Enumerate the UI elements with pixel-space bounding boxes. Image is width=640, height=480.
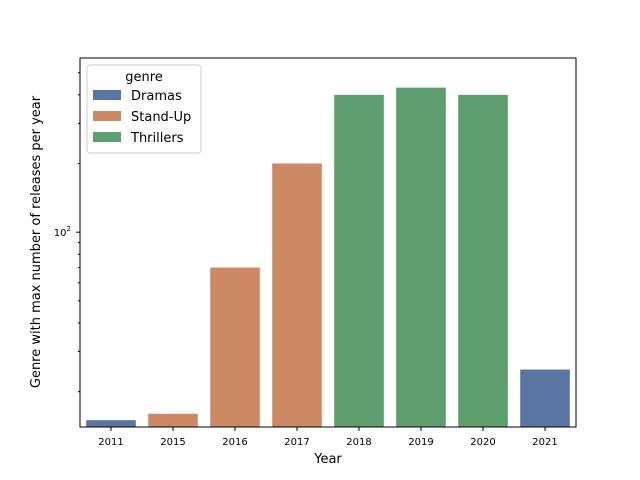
x-tick-label: 2015 [160, 437, 185, 448]
x-tick-label: 2011 [98, 437, 123, 448]
bar-2015 [148, 413, 198, 427]
legend: genre Dramas Stand-Up Thrillers [86, 64, 202, 154]
bar-2011 [86, 420, 136, 427]
bar-2016 [210, 267, 260, 427]
bar-2017 [272, 163, 322, 427]
y-axis-label: Genre with max number of releases per ye… [29, 95, 44, 388]
legend-label-stand-up: Stand-Up [131, 110, 191, 125]
bars-group [86, 87, 570, 428]
y-tick-label: 102 [54, 225, 71, 239]
legend-label-dramas: Dramas [131, 89, 182, 104]
x-tick-label: 2016 [222, 437, 247, 448]
bar-2019 [396, 87, 446, 428]
bar-2020 [458, 94, 508, 427]
x-tick-label: 2020 [470, 437, 495, 448]
x-ticks-group: 2011 2015 2016 2017 2018 2019 2020 2021 [98, 427, 558, 448]
x-tick-label: 2021 [532, 437, 557, 448]
bar-2021 [520, 369, 570, 427]
y-ticks-group: 102 [54, 72, 80, 393]
legend-swatch-stand-up [93, 111, 121, 121]
legend-title: genre [125, 70, 163, 85]
legend-swatch-thrillers [93, 132, 121, 142]
x-tick-label: 2018 [346, 437, 371, 448]
legend-frame [86, 64, 202, 154]
legend-label-thrillers: Thrillers [130, 131, 184, 146]
x-tick-label: 2017 [284, 437, 309, 448]
x-axis-label: Year [313, 452, 342, 467]
x-tick-label: 2019 [408, 437, 433, 448]
bar-2018 [334, 94, 384, 427]
legend-swatch-dramas [93, 90, 121, 100]
